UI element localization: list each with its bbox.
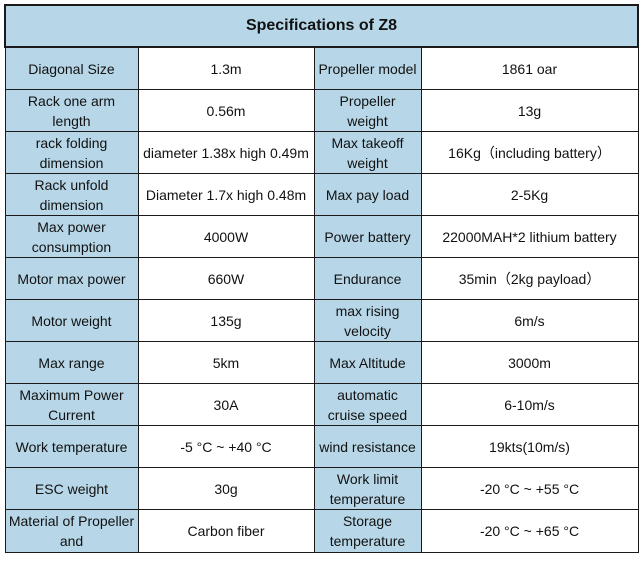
spec-value: -20 °C ~ +55 °C xyxy=(420,467,639,510)
spec-value: 3000m xyxy=(420,341,639,384)
spec-value: 30g xyxy=(137,467,315,510)
table-row: Motor max power 660W Endurance 35min（2kg… xyxy=(4,257,639,300)
spec-value: Carbon fiber xyxy=(137,509,315,553)
table-row: Max power consumption 4000W Power batter… xyxy=(4,215,639,258)
table-row: Diagonal Size 1.3m Propeller model 1861 … xyxy=(4,46,639,90)
spec-label: Work limit temperature xyxy=(313,467,422,510)
spec-label: Rack unfold dimension xyxy=(4,173,139,216)
spec-value: 1861 oar xyxy=(420,46,639,90)
spec-label: Storage temperature xyxy=(313,509,422,553)
spec-value: 6m/s xyxy=(420,299,639,342)
spec-value: 6-10m/s xyxy=(420,383,639,426)
spec-label: Max takeoff weight xyxy=(313,131,422,174)
table-row: Material of Propeller and Carbon fiber S… xyxy=(4,509,639,553)
spec-label: Maximum Power Current xyxy=(4,383,139,426)
table-row: Maximum Power Current 30A automatic crui… xyxy=(4,383,639,426)
spec-value: 16Kg（including battery） xyxy=(420,131,639,174)
table-row: Work temperature -5 °C ~ +40 °C wind res… xyxy=(4,425,639,468)
spec-label: Work temperature xyxy=(4,425,139,468)
table-row: rack folding dimension diameter 1.38x hi… xyxy=(4,131,639,174)
spec-value: 5km xyxy=(137,341,315,384)
spec-value: 660W xyxy=(137,257,315,300)
spec-label: automatic cruise speed xyxy=(313,383,422,426)
table-row: Max range 5km Max Altitude 3000m xyxy=(4,341,639,384)
spec-label: wind resistance xyxy=(313,425,422,468)
specifications-table: Specifications of Z8 Diagonal Size 1.3m … xyxy=(3,4,640,553)
spec-label: Propeller weight xyxy=(313,89,422,132)
spec-value: 135g xyxy=(137,299,315,342)
spec-value: 30A xyxy=(137,383,315,426)
spec-value: 35min（2kg payload） xyxy=(420,257,639,300)
table-row: ESC weight 30g Work limit temperature -2… xyxy=(4,467,639,510)
spec-label: Rack one arm length xyxy=(4,89,139,132)
spec-value: 2-5Kg xyxy=(420,173,639,216)
table-row: Rack unfold dimension Diameter 1.7x high… xyxy=(4,173,639,216)
table-title-row: Specifications of Z8 xyxy=(3,4,640,48)
table-title: Specifications of Z8 xyxy=(3,4,640,48)
spec-value: 19kts(10m/s) xyxy=(420,425,639,468)
spec-value: -5 °C ~ +40 °C xyxy=(137,425,315,468)
spec-label: Material of Propeller and xyxy=(4,509,139,553)
spec-label: ESC weight xyxy=(4,467,139,510)
spec-value: 0.56m xyxy=(137,89,315,132)
spec-label: Max range xyxy=(4,341,139,384)
spec-label: Max Altitude xyxy=(313,341,422,384)
spec-value: -20 °C ~ +65 °C xyxy=(420,509,639,553)
table-row: Motor weight 135g max rising velocity 6m… xyxy=(4,299,639,342)
spec-value: Diameter 1.7x high 0.48m xyxy=(137,173,315,216)
spec-value: diameter 1.38x high 0.49m xyxy=(137,131,315,174)
spec-label: Max pay load xyxy=(313,173,422,216)
spec-label: max rising velocity xyxy=(313,299,422,342)
spec-label: Power battery xyxy=(313,215,422,258)
spec-label: Propeller model xyxy=(313,46,422,90)
spec-value: 13g xyxy=(420,89,639,132)
spec-value: 22000MAH*2 lithium battery xyxy=(420,215,639,258)
spec-label: Endurance xyxy=(313,257,422,300)
spec-value: 4000W xyxy=(137,215,315,258)
spec-value: 1.3m xyxy=(137,46,315,90)
spec-label: rack folding dimension xyxy=(4,131,139,174)
spec-label: Motor weight xyxy=(4,299,139,342)
spec-label: Max power consumption xyxy=(4,215,139,258)
table-row: Rack one arm length 0.56m Propeller weig… xyxy=(4,89,639,132)
spec-label: Motor max power xyxy=(4,257,139,300)
spec-label: Diagonal Size xyxy=(4,46,139,90)
